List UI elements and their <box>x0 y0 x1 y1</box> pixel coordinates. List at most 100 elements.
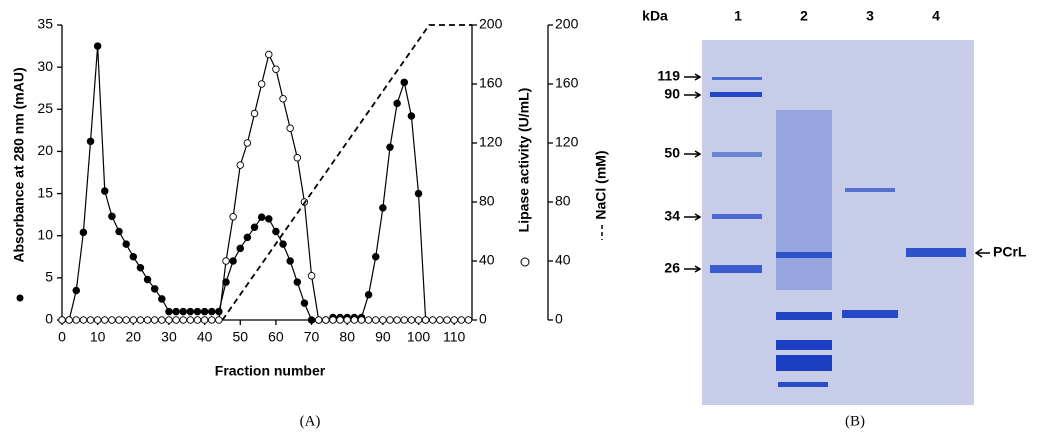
marker-label: 26 <box>664 260 680 276</box>
data-point <box>122 316 130 324</box>
data-point <box>215 307 223 316</box>
y2-tick-label: 200 <box>479 16 503 32</box>
data-point <box>243 233 252 242</box>
data-point <box>108 212 116 221</box>
x-tick-label: 80 <box>339 329 355 345</box>
data-point <box>386 316 394 324</box>
gel-band <box>845 188 895 192</box>
gel-band <box>778 382 828 387</box>
lane-label: 3 <box>866 8 874 24</box>
y2-tick-label: 120 <box>555 134 579 150</box>
y2-tick-label: 0 <box>479 311 487 327</box>
arrow <box>684 150 702 158</box>
data-point <box>386 143 394 151</box>
y-tick-label: 20 <box>37 142 53 158</box>
y-tick-label: 5 <box>45 269 53 285</box>
x-axis-label: Fraction number <box>215 363 326 379</box>
data-point <box>207 307 216 316</box>
y2-tick-label: 160 <box>555 75 579 91</box>
data-point <box>236 161 245 169</box>
y-tick-label: 25 <box>37 100 53 116</box>
panel-label: (B) <box>845 413 865 429</box>
lane-label: 4 <box>932 8 940 24</box>
data-point <box>200 307 209 316</box>
data-point <box>200 316 209 324</box>
band-label: PCrL <box>993 244 1027 260</box>
data-point <box>436 316 444 324</box>
y-tick-label: 0 <box>45 311 53 327</box>
data-point <box>86 137 95 146</box>
data-point <box>314 316 323 324</box>
data-point <box>371 253 380 261</box>
x-tick-label: 90 <box>375 329 391 345</box>
gel-band <box>776 340 832 350</box>
data-point <box>429 316 437 324</box>
marker-label: 119 <box>657 68 680 84</box>
data-point <box>279 240 287 248</box>
arrow <box>684 91 702 99</box>
data-point <box>115 227 123 236</box>
data-point <box>122 240 130 248</box>
data-point <box>72 316 81 324</box>
data-point <box>371 316 380 324</box>
marker-label: 90 <box>664 86 680 102</box>
gel-smear <box>776 110 832 290</box>
data-point <box>72 286 81 295</box>
data-point <box>193 307 202 316</box>
data-point <box>215 316 223 324</box>
data-point <box>143 316 152 324</box>
data-point <box>93 42 102 50</box>
data-point <box>143 275 152 284</box>
data-point <box>250 223 259 232</box>
data-point <box>393 99 401 108</box>
x-tick-label: 100 <box>407 329 431 345</box>
data-point <box>136 263 145 272</box>
data-point <box>414 316 423 324</box>
data-point <box>443 316 451 324</box>
gel-background <box>702 40 974 405</box>
data-point <box>207 316 216 324</box>
data-point <box>286 257 294 265</box>
data-point <box>457 316 466 324</box>
data-point <box>79 228 88 237</box>
gel-band <box>776 252 832 258</box>
data-point <box>243 139 252 147</box>
data-point <box>407 316 416 324</box>
data-point <box>450 316 458 324</box>
data-point <box>421 316 430 324</box>
data-point <box>293 278 302 286</box>
data-point <box>336 316 344 324</box>
data-point <box>265 215 273 223</box>
data-point <box>379 316 387 324</box>
y-tick-label: 35 <box>37 16 53 32</box>
gel-band <box>710 265 762 273</box>
data-point <box>172 316 180 324</box>
y3-axis-label: NaCl (mM) <box>593 150 609 219</box>
gel-band <box>712 152 762 157</box>
data-point <box>357 316 366 324</box>
x-tick-label: 10 <box>90 329 106 345</box>
data-point <box>307 272 316 280</box>
y2-tick-label: 120 <box>479 134 503 150</box>
data-point <box>400 316 409 324</box>
arrow <box>684 73 702 81</box>
x-tick-label: 70 <box>304 329 320 345</box>
data-point <box>129 253 138 261</box>
legend-symbol <box>16 294 24 302</box>
y-tick-label: 30 <box>37 58 53 74</box>
data-point <box>165 307 173 316</box>
data-point <box>86 316 95 324</box>
y2-tick-label: 80 <box>479 193 495 209</box>
data-point <box>129 316 138 324</box>
gel-band <box>842 310 898 318</box>
data-point <box>307 316 316 324</box>
data-point <box>272 65 280 73</box>
data-point <box>136 316 145 324</box>
data-point <box>257 213 266 221</box>
y2-tick-label: 80 <box>555 193 571 209</box>
gel-band <box>776 312 832 320</box>
data-point <box>400 78 409 87</box>
data-point <box>172 307 180 316</box>
x-tick-label: 40 <box>197 329 213 345</box>
lane-label: 1 <box>734 8 742 24</box>
